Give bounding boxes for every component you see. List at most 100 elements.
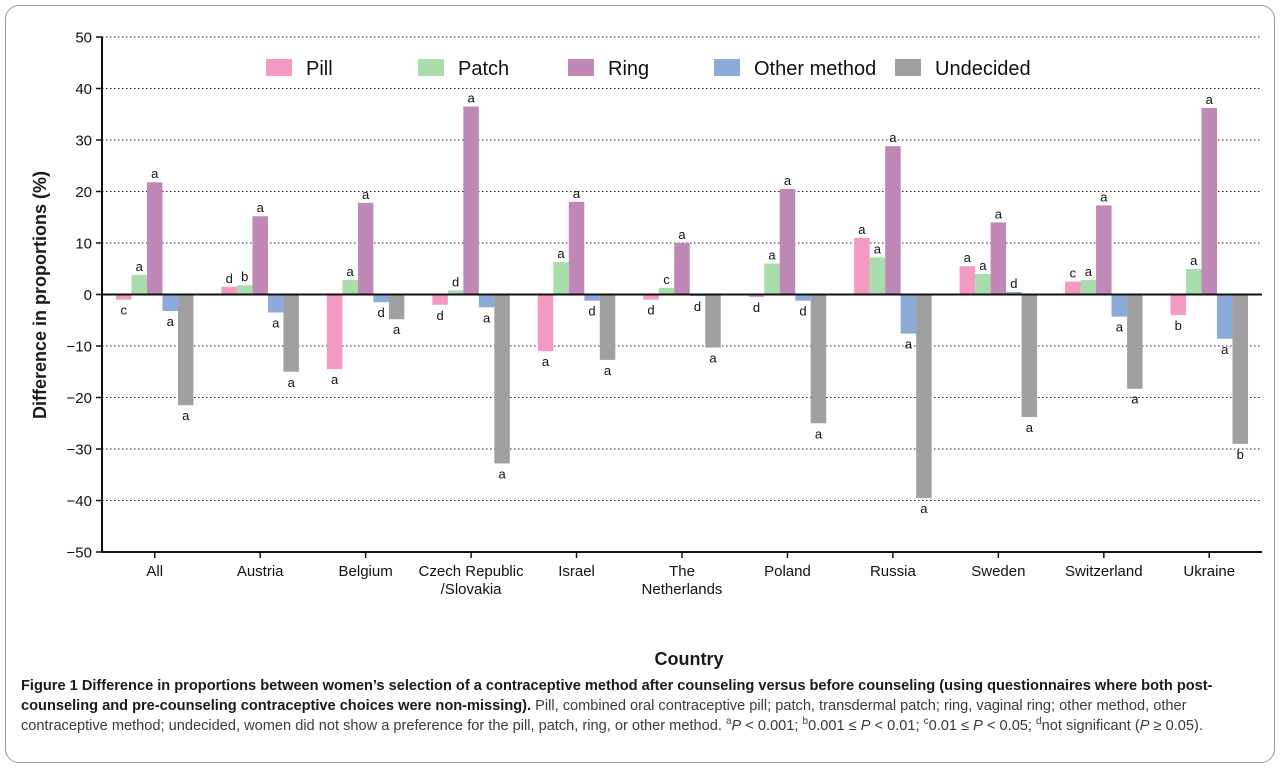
y-tick-label: −50 xyxy=(67,545,92,562)
significance-label: d xyxy=(647,303,654,318)
caption-note-d2: ≥ 0.05). xyxy=(1149,718,1203,734)
legend-label: Patch xyxy=(458,58,509,80)
bar xyxy=(432,294,448,305)
bar xyxy=(990,222,1007,295)
legend-label: Pill xyxy=(306,58,333,80)
bar xyxy=(283,294,299,372)
caption-sup-d: d xyxy=(1036,716,1042,728)
bar xyxy=(553,262,569,295)
bar xyxy=(1096,205,1112,295)
legend-item: Undecided xyxy=(895,58,1031,80)
bar xyxy=(1201,108,1218,295)
significance-label: b xyxy=(1175,318,1182,333)
significance-label: a xyxy=(362,187,370,202)
bar xyxy=(584,294,600,301)
y-tick-label: −30 xyxy=(67,442,92,459)
significance-label: a xyxy=(964,250,972,265)
bar xyxy=(599,294,616,360)
caption-title: Figure 1 Difference in proportions betwe… xyxy=(21,678,1213,714)
caption-note-b1: 0.001 ≤ xyxy=(808,718,861,734)
bar xyxy=(643,294,659,300)
caption-note-c1: 0.01 ≤ xyxy=(928,718,974,734)
bar xyxy=(1006,291,1022,295)
significance-label: a xyxy=(557,246,565,261)
significance-label: a xyxy=(1116,320,1124,335)
y-tick-label: 0 xyxy=(84,287,92,304)
bar xyxy=(854,237,870,295)
x-tick-label: The Netherlands xyxy=(642,563,723,598)
bar xyxy=(1127,294,1143,389)
significance-label: a xyxy=(542,354,550,369)
significance-label: a xyxy=(874,241,882,256)
x-tick-label: Russia xyxy=(870,563,917,580)
bar xyxy=(916,294,932,498)
y-tick-label: 40 xyxy=(75,81,92,98)
caption-p: P xyxy=(973,718,983,734)
bar xyxy=(900,294,917,334)
significance-label: d xyxy=(588,304,595,319)
significance-label: a xyxy=(136,259,144,274)
bar xyxy=(748,294,765,298)
legend-label: Undecided xyxy=(935,58,1031,80)
significance-label: a xyxy=(889,130,897,145)
bar xyxy=(494,294,510,464)
significance-label: a xyxy=(979,258,987,273)
significance-label: b xyxy=(241,269,248,284)
x-tick-label: Sweden xyxy=(971,563,1025,580)
legend-item: Ring xyxy=(568,58,649,80)
x-tick-label: Austria xyxy=(237,563,284,580)
bar-chart: −50 −40 −30 −20 −10 0 10 20 30 40 50 All Austria Belg… xyxy=(30,30,1262,669)
legend-label: Ring xyxy=(608,58,649,80)
significance-label: a xyxy=(604,363,612,378)
x-tick-label: Ukraine xyxy=(1183,563,1235,580)
y-tick-label: −40 xyxy=(67,493,92,510)
significance-label: a xyxy=(498,466,506,481)
significance-label: d xyxy=(1010,276,1017,291)
bar xyxy=(131,274,147,295)
bar xyxy=(959,266,976,295)
significance-label: d xyxy=(452,274,459,289)
bars xyxy=(115,106,1249,498)
bar xyxy=(568,201,585,295)
x-tick-label: Czech Republic/Slovakia xyxy=(419,563,525,598)
bar xyxy=(1217,294,1233,339)
bar xyxy=(779,188,796,295)
significance-label: a xyxy=(1026,420,1034,435)
y-tick-label: −10 xyxy=(67,339,92,356)
bar xyxy=(146,182,163,295)
bar xyxy=(221,286,237,295)
significance-label: a xyxy=(815,426,823,441)
figure-caption: Figure 1 Difference in proportions betwe… xyxy=(21,676,1263,736)
caption-note-c2: < 0.05; xyxy=(982,718,1037,734)
bar xyxy=(795,294,811,301)
x-tick-label: Switzerland xyxy=(1065,563,1143,580)
legend-item: Pill xyxy=(266,58,333,80)
bar xyxy=(975,273,991,295)
significance-label: d xyxy=(753,300,760,315)
axes: −50 −40 −30 −20 −10 0 10 20 30 40 50 All Austria Belg… xyxy=(67,30,1262,598)
bar xyxy=(658,287,675,295)
significance-label: a xyxy=(1190,253,1198,268)
caption-note-b2: < 0.01; xyxy=(870,718,924,734)
legend-swatch xyxy=(418,59,444,76)
legend-swatch xyxy=(266,59,292,76)
x-tick-label: All xyxy=(146,563,163,580)
legend-swatch xyxy=(714,59,740,76)
caption-p: P xyxy=(731,718,742,734)
bar xyxy=(447,290,464,295)
significance-label: a xyxy=(1100,189,1108,204)
x-tick-label: Belgium xyxy=(339,563,393,580)
caption-body: Pill, combined oral contraceptive pill; … xyxy=(21,698,1187,734)
bar xyxy=(463,106,479,295)
significance-label: a xyxy=(272,316,280,331)
significance-label: a xyxy=(784,173,792,188)
significance-label: c xyxy=(120,303,127,318)
bar xyxy=(478,294,495,308)
bar xyxy=(252,216,268,295)
significance-label: d xyxy=(226,271,233,286)
significance-label: a xyxy=(995,206,1003,221)
significance-label: a xyxy=(167,314,175,329)
significance-label: a xyxy=(483,310,491,325)
significance-label: d xyxy=(799,304,806,319)
